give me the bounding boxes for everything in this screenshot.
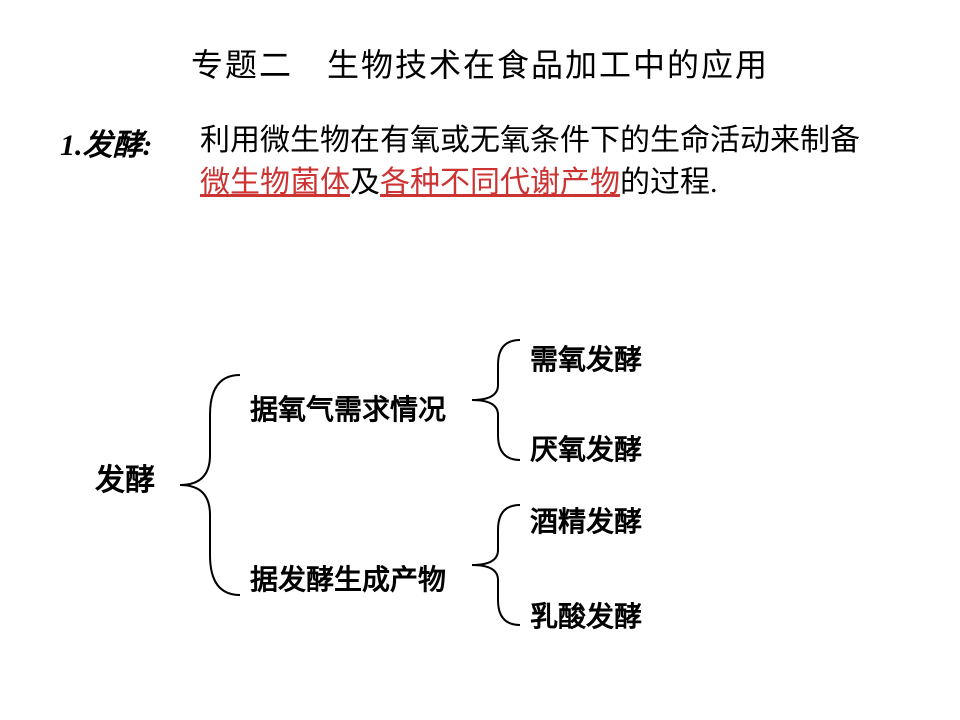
tree-leaf-3: 酒精发酵 <box>530 500 642 540</box>
definition-highlight-2: 各种不同代谢产物 <box>380 166 620 199</box>
section-number: 1.发酵: <box>60 120 153 164</box>
definition-highlight-1: 微生物菌体 <box>200 166 350 199</box>
tree-branch-1: 据氧气需求情况 <box>250 388 446 428</box>
definition-prefix: 利用微生物在有氧或无氧条件下的生命活动来制备 <box>200 124 860 157</box>
tree-leaf-4: 乳酸发酵 <box>530 595 642 635</box>
definition-text: 利用微生物在有氧或无氧条件下的生命活动来制备微生物菌体及各种不同代谢产物的过程. <box>200 120 860 204</box>
page-title: 专题二 生物技术在食品加工中的应用 <box>0 40 960 86</box>
tree-leaf-2: 厌氧发酵 <box>530 428 642 468</box>
tree-leaf-1: 需氧发酵 <box>530 338 642 378</box>
tree-root: 发酵 <box>95 455 155 499</box>
bracket-branch-1 <box>460 335 525 465</box>
bracket-root <box>165 370 245 600</box>
tree-branch-2: 据发酵生成产物 <box>250 558 446 598</box>
bracket-branch-2 <box>460 500 525 630</box>
page-root: 专题二 生物技术在食品加工中的应用 1.发酵: 利用微生物在有氧或无氧条件下的生… <box>0 0 960 720</box>
definition-joiner: 及 <box>350 166 380 199</box>
definition-suffix: 的过程. <box>620 166 718 199</box>
